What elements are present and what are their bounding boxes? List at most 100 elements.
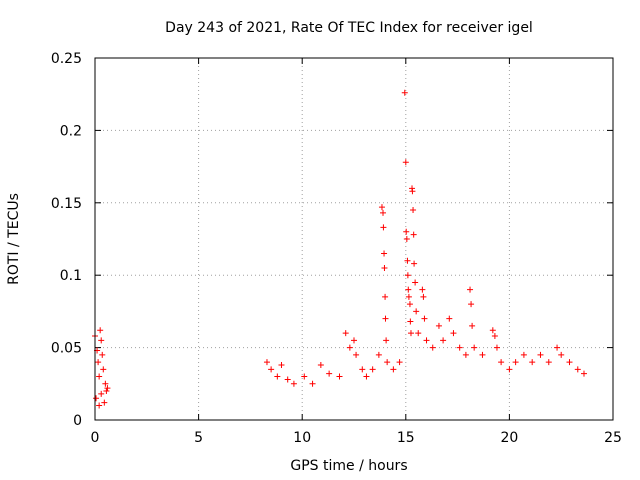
data-point <box>309 380 316 387</box>
axis-ticks <box>94 57 614 421</box>
data-point <box>415 330 422 337</box>
data-point <box>403 236 410 242</box>
data-point <box>405 286 412 293</box>
data-point <box>274 373 281 380</box>
data-point <box>529 359 536 366</box>
data-point <box>380 209 387 216</box>
data-point <box>423 337 430 344</box>
data-point <box>403 228 410 235</box>
x-tick-label: 15 <box>397 430 415 446</box>
data-point <box>435 322 442 329</box>
data-point <box>342 330 349 337</box>
data-point <box>404 272 411 279</box>
data-point <box>346 344 353 351</box>
data-point <box>471 344 478 351</box>
data-point <box>462 351 469 358</box>
data-point <box>104 385 111 392</box>
data-point <box>99 351 106 358</box>
data-point <box>410 231 417 238</box>
data-point <box>378 204 385 211</box>
y-axis-label: ROTI / TECUs <box>6 193 22 285</box>
data-point <box>406 301 413 308</box>
data-point <box>96 402 103 409</box>
data-point <box>450 330 457 337</box>
data-point <box>506 366 513 373</box>
data-point <box>429 344 436 351</box>
data-point <box>95 359 102 366</box>
x-axis-label: GPS time / hours <box>290 458 407 474</box>
grid-lines <box>95 58 613 420</box>
data-point <box>381 250 388 257</box>
data-point <box>326 370 333 377</box>
data-points <box>92 89 587 409</box>
data-point <box>412 279 419 286</box>
data-point <box>100 366 107 373</box>
data-point <box>382 293 389 300</box>
y-tick-label: 0 <box>73 413 82 429</box>
data-point <box>290 380 297 387</box>
data-point <box>381 264 388 271</box>
y-tick-label: 0.05 <box>51 341 82 357</box>
data-point <box>402 159 409 166</box>
data-point <box>419 286 426 293</box>
data-point <box>469 322 476 329</box>
data-point <box>467 286 474 293</box>
data-point <box>401 89 408 96</box>
data-point <box>97 327 104 334</box>
data-point <box>558 351 565 358</box>
y-tick-label: 0.1 <box>60 268 82 284</box>
y-tick-labels: 0 0.05 0.1 0.15 0.2 0.25 <box>51 51 82 429</box>
data-point <box>268 366 275 373</box>
y-tick-label: 0.2 <box>60 123 82 139</box>
data-point <box>363 373 370 380</box>
data-point <box>407 330 414 337</box>
data-point <box>411 260 418 267</box>
data-point <box>98 390 105 397</box>
data-point <box>353 351 360 358</box>
data-point <box>421 315 428 322</box>
data-point <box>351 337 357 344</box>
data-point <box>493 344 500 351</box>
data-point <box>263 359 270 366</box>
data-point <box>390 366 397 373</box>
data-point <box>512 359 519 366</box>
data-point <box>440 337 447 344</box>
data-point <box>102 380 109 387</box>
data-point <box>456 344 463 351</box>
data-point <box>103 388 110 395</box>
data-point <box>545 359 552 366</box>
data-point <box>580 370 587 377</box>
x-tick-label: 5 <box>194 430 203 446</box>
data-point <box>382 315 389 322</box>
data-point <box>336 373 343 380</box>
data-point <box>520 351 527 358</box>
data-point <box>446 315 453 322</box>
data-point <box>375 351 382 358</box>
data-point <box>101 399 108 406</box>
data-point <box>554 344 561 351</box>
data-point <box>317 361 324 368</box>
data-point <box>410 207 417 214</box>
x-tick-label: 0 <box>91 430 100 446</box>
data-point <box>98 337 105 344</box>
data-point <box>420 293 427 300</box>
plot-frame <box>94 57 614 421</box>
data-point <box>369 366 376 373</box>
y-tick-label: 0.15 <box>51 196 82 212</box>
x-tick-label: 20 <box>500 430 518 446</box>
data-point <box>537 351 544 358</box>
data-point <box>407 318 414 325</box>
data-point <box>93 395 100 402</box>
data-point <box>489 327 496 334</box>
data-point <box>383 337 390 344</box>
data-point <box>396 359 403 366</box>
data-point <box>96 373 103 380</box>
data-point <box>284 376 291 383</box>
chart-title: Day 243 of 2021, Rate Of TEC Index for r… <box>165 20 533 36</box>
x-tick-labels: 0 5 10 15 20 25 <box>91 430 622 446</box>
data-point <box>468 301 475 308</box>
data-point <box>359 366 366 373</box>
y-tick-label: 0.25 <box>51 51 82 67</box>
data-point <box>404 257 411 264</box>
